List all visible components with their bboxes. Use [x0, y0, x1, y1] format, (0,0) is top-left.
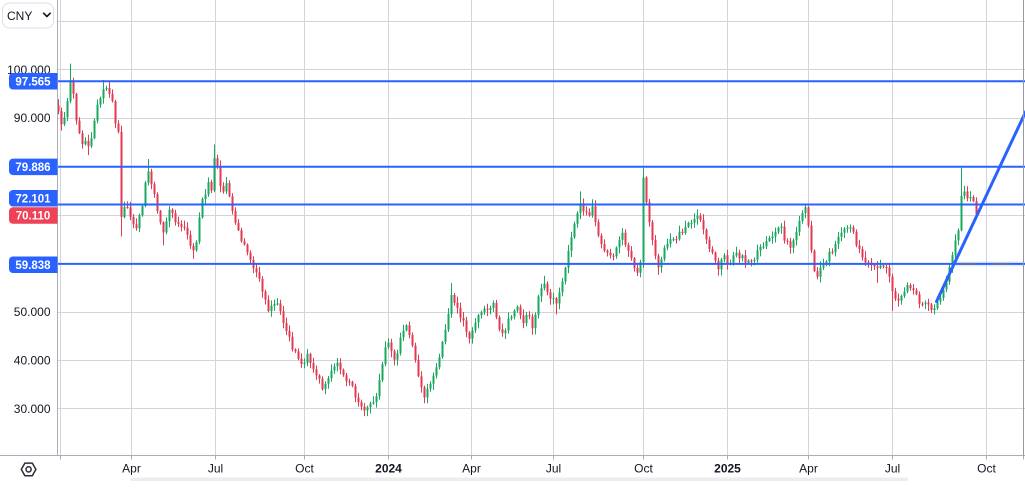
svg-text:Apr: Apr: [122, 462, 141, 476]
svg-text:30.000: 30.000: [14, 402, 51, 416]
svg-text:2025: 2025: [714, 462, 741, 476]
svg-text:Apr: Apr: [799, 462, 818, 476]
svg-text:Jul: Jul: [208, 462, 223, 476]
svg-text:72.101: 72.101: [15, 193, 51, 205]
svg-text:CNY: CNY: [7, 9, 32, 23]
svg-text:40.000: 40.000: [14, 353, 51, 367]
svg-text:Jul: Jul: [885, 462, 900, 476]
svg-text:Oct: Oct: [977, 462, 996, 476]
svg-text:Oct: Oct: [634, 462, 653, 476]
svg-text:59.838: 59.838: [15, 260, 51, 272]
svg-text:Oct: Oct: [295, 462, 314, 476]
svg-text:70.110: 70.110: [16, 211, 51, 223]
svg-text:79.886: 79.886: [15, 162, 50, 174]
svg-text:2024: 2024: [375, 462, 402, 476]
svg-text:Jul: Jul: [546, 462, 561, 476]
svg-text:97.565: 97.565: [15, 76, 51, 88]
svg-text:Apr: Apr: [462, 462, 481, 476]
svg-text:90.000: 90.000: [14, 111, 51, 125]
svg-text:50.000: 50.000: [14, 305, 51, 319]
